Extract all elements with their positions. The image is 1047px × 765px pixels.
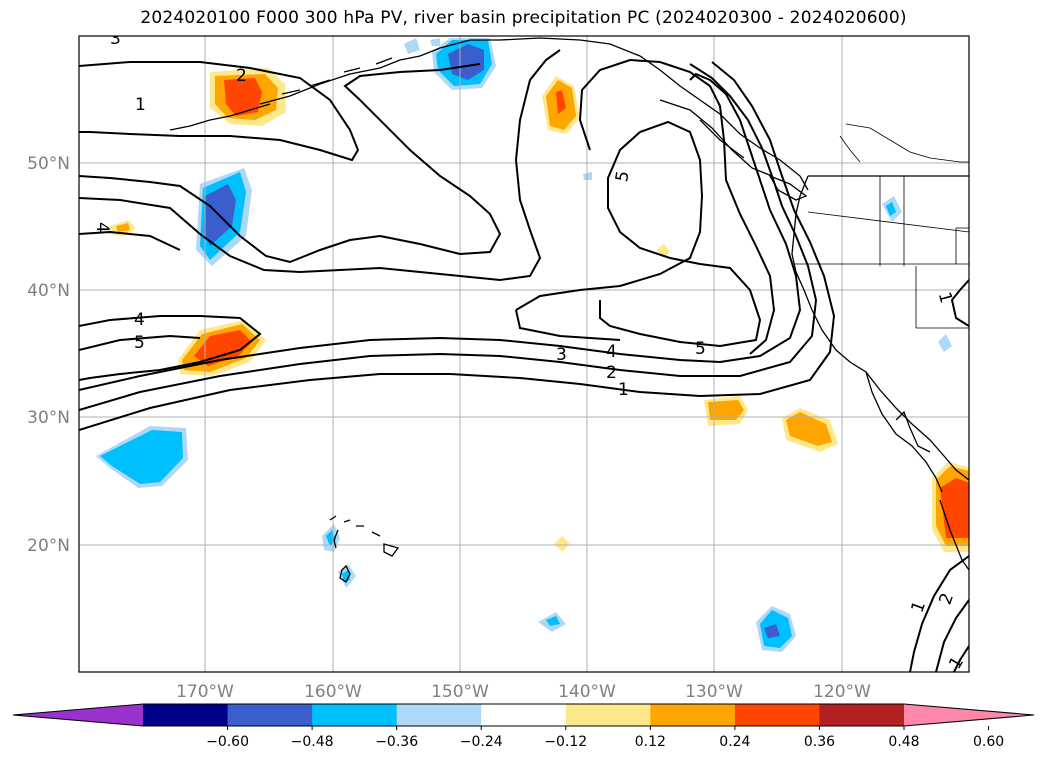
precip-negative-cell	[448, 44, 484, 80]
contour-label: 4	[134, 310, 145, 330]
colorbar-tick-label: 0.12	[635, 734, 666, 750]
contour-label: 4	[606, 342, 617, 362]
colorbar-segment	[227, 704, 313, 726]
colorbar-segment	[819, 704, 905, 726]
colorbar: −0.60 −0.48 −0.36 −0.24 −0.12 0.12 0.24 0.36 0.4…	[12, 703, 1035, 750]
longitude-labels: 170°W 160°W 150°W 140°W 130°W 120°W	[176, 682, 871, 702]
colorbar-tick-label: −0.12	[544, 734, 587, 750]
precip-positive-cell	[708, 400, 744, 420]
colorbar-segment	[650, 704, 736, 726]
contour-label: 5	[134, 333, 145, 353]
lon-label: 160°W	[304, 682, 362, 702]
map-title: 2024020100 F000 300 hPa PV, river basin …	[140, 8, 907, 28]
precip-negative-cell	[886, 202, 896, 216]
colorbar-segment	[312, 704, 398, 726]
lat-label: 30°N	[27, 408, 70, 428]
contour-label: 4	[92, 222, 112, 233]
lon-label: 150°W	[431, 682, 489, 702]
graticule	[79, 36, 969, 672]
lon-label: 170°W	[176, 682, 234, 702]
contour-label: 1	[618, 380, 629, 400]
precip-positive-cell	[116, 223, 130, 232]
precip-negative-cell	[430, 38, 440, 46]
precip-negative-cell	[404, 38, 420, 54]
contour-label: 2	[236, 66, 247, 86]
contour-label: 2	[606, 363, 617, 383]
contour-label: 5	[695, 339, 706, 359]
colorbar-extend-min	[13, 704, 143, 726]
colorbar-tick-label: 0.24	[719, 734, 750, 750]
contour-label: 1	[934, 290, 956, 306]
colorbar-tick-label: −0.36	[375, 734, 418, 750]
colorbar-tick-label: −0.24	[460, 734, 503, 750]
precip-negative-cell	[764, 624, 780, 638]
contour-label: 3	[556, 345, 567, 365]
colorbar-tick-label: 0.60	[973, 734, 1004, 750]
contour-label: 3	[110, 29, 121, 49]
contour-label: 5	[612, 169, 634, 183]
lat-label: 40°N	[27, 281, 70, 301]
precip-positive-cell	[656, 244, 670, 258]
colorbar-outline	[12, 703, 1035, 727]
precip-anomaly-shading	[96, 38, 969, 652]
precip-positive-cell	[554, 536, 570, 552]
lon-label: 140°W	[558, 682, 616, 702]
colorbar-segment	[396, 704, 482, 726]
lat-label: 50°N	[27, 154, 70, 174]
precip-negative-cell	[100, 430, 183, 484]
pv-contours	[79, 49, 969, 672]
latitude-labels: 20°N 30°N 40°N 50°N	[27, 154, 70, 556]
contour-label: 1	[135, 95, 146, 115]
precip-positive-cell	[556, 90, 566, 114]
colorbar-extend-max	[904, 704, 1034, 726]
colorbar-tick-label: −0.48	[291, 734, 334, 750]
colorbar-segment	[565, 704, 651, 726]
lon-label: 130°W	[685, 682, 743, 702]
precip-positive-cell	[786, 412, 832, 446]
colorbar-segment	[734, 704, 820, 726]
colorbar-tick-label: 0.36	[804, 734, 835, 750]
precip-negative-cell	[546, 616, 560, 626]
colorbar-tick-label: 0.48	[888, 734, 919, 750]
precip-positive-cell	[194, 330, 252, 366]
precip-positive-cell	[224, 78, 262, 116]
colorbar-segment	[481, 704, 567, 726]
lat-label: 20°N	[27, 536, 70, 556]
colorbar-segment	[143, 704, 229, 726]
map-frame	[78, 35, 970, 673]
colorbar-tick-label: −0.60	[206, 734, 249, 750]
precip-negative-cell	[938, 334, 952, 352]
map-area: 3 2 1 4 4 5 3 4 2 1 5 5 1 1 2 1	[79, 29, 969, 672]
lon-label: 120°W	[813, 682, 871, 702]
